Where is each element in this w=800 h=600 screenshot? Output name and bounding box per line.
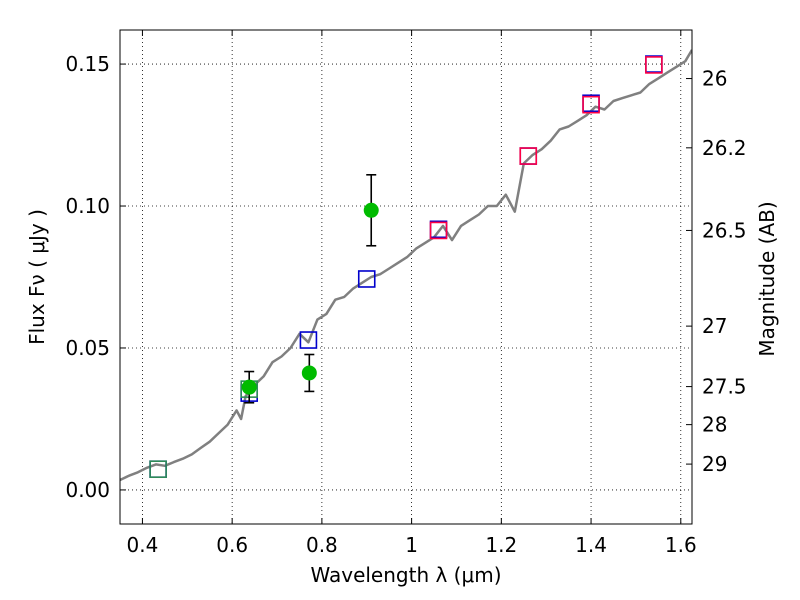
mag-tick-label: 29 [702,452,727,476]
x-axis-label: Wavelength λ (μm) [310,563,501,587]
data-point [301,365,317,381]
tick-labels: 0.4 0.6 0.8 1 1.2 1.4 1.6 0.00 0.05 0.10 0.15 26 26.… [65,52,746,557]
plot-frame [119,29,693,525]
x-tick-label: 1.6 [665,533,697,557]
y-tick-label: 0.15 [65,52,110,76]
y-tick-label: 0.00 [65,478,110,502]
spectrum-line [120,49,692,482]
x-tick-label: 1 [405,533,418,557]
grid [120,30,692,524]
mag-tick-label: 26 [702,67,727,91]
x-tick-label: 0.6 [216,533,248,557]
square-marker [357,270,376,288]
axis-ticks [120,30,692,524]
x-tick-label: 0.4 [127,533,159,557]
square-marker [149,460,167,479]
y2-axis-label: Magnitude (AB) [755,201,779,356]
x-tick-label: 1.2 [485,533,517,557]
mag-tick-label: 27.5 [702,375,747,399]
square-marker [519,147,538,165]
data-point [241,379,257,395]
mag-tick-label: 27 [702,314,727,338]
mag-tick-label: 26.2 [702,136,747,160]
data-point [363,202,379,218]
y-tick-label: 0.05 [65,336,110,360]
mag-tick-label: 26.5 [702,218,747,242]
x-tick-label: 1.4 [575,533,607,557]
y-tick-label: 0.10 [65,194,110,218]
mag-tick-label: 28 [702,413,727,437]
square-marker [299,331,318,349]
x-tick-label: 0.8 [306,533,338,557]
plot-area [120,49,692,482]
square-marker [645,56,663,74]
square-marker [429,221,448,240]
y-axis-label: Flux Fν ( μJy ) [25,209,49,345]
square-marker [582,95,600,114]
